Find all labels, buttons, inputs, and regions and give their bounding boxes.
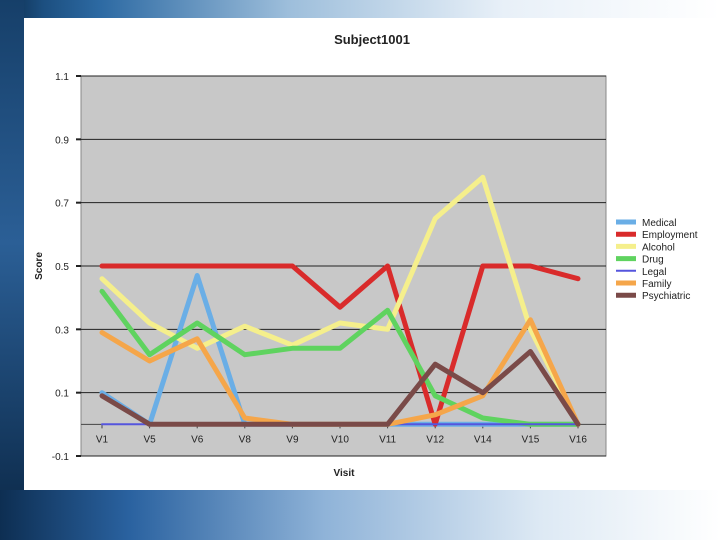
y-axis-title: Score — [34, 252, 45, 280]
slide-background-bottom — [0, 490, 720, 540]
legend-label: Psychiatric — [642, 291, 690, 302]
legend-label: Medical — [642, 218, 676, 229]
series-line-drug — [99, 288, 581, 427]
y-tick-label: 0.1 — [55, 389, 69, 400]
legend-label: Employment — [642, 230, 698, 241]
y-tick-label: 1.1 — [55, 72, 69, 83]
x-axis-title: Visit — [334, 468, 356, 479]
x-tick-label: V1 — [96, 434, 109, 445]
slide-background-left — [0, 0, 24, 540]
legend-label: Family — [642, 279, 671, 290]
x-tick-label: V12 — [426, 434, 444, 445]
chart-frame: Subject1001 1.1 0.9 0.7 0.5 0.3 0.1 -0.1 V1 V5 V6… — [24, 18, 720, 490]
x-tick-label: V9 — [286, 434, 299, 445]
y-tick-label: 0.7 — [55, 199, 69, 210]
chart-title: Subject1001 — [334, 32, 410, 47]
x-tick-label: V10 — [331, 434, 349, 445]
x-tick-label: V8 — [239, 434, 252, 445]
x-tick-label: V11 — [379, 434, 396, 445]
series-line-psychiatric — [99, 349, 581, 427]
y-tick-label: 0.9 — [55, 135, 69, 146]
y-tick-label: 0.5 — [55, 262, 69, 273]
series-line-alcohol — [99, 174, 581, 427]
x-tick-label: V6 — [191, 434, 204, 445]
x-tick-label: V16 — [569, 434, 587, 445]
series-line-employment — [99, 263, 581, 427]
line-chart: Subject1001 1.1 0.9 0.7 0.5 0.3 0.1 -0.1 V1 V5 V6… — [34, 32, 698, 479]
y-tick-label: 0.3 — [55, 325, 69, 336]
legend-label: Alcohol — [642, 242, 675, 253]
legend-label: Legal — [642, 267, 666, 278]
x-tick-label: V5 — [143, 434, 156, 445]
x-tick-label: V14 — [474, 434, 492, 445]
x-tick-label: V15 — [522, 434, 540, 445]
legend-label: Drug — [642, 255, 664, 266]
y-tick-label: -0.1 — [52, 452, 70, 463]
